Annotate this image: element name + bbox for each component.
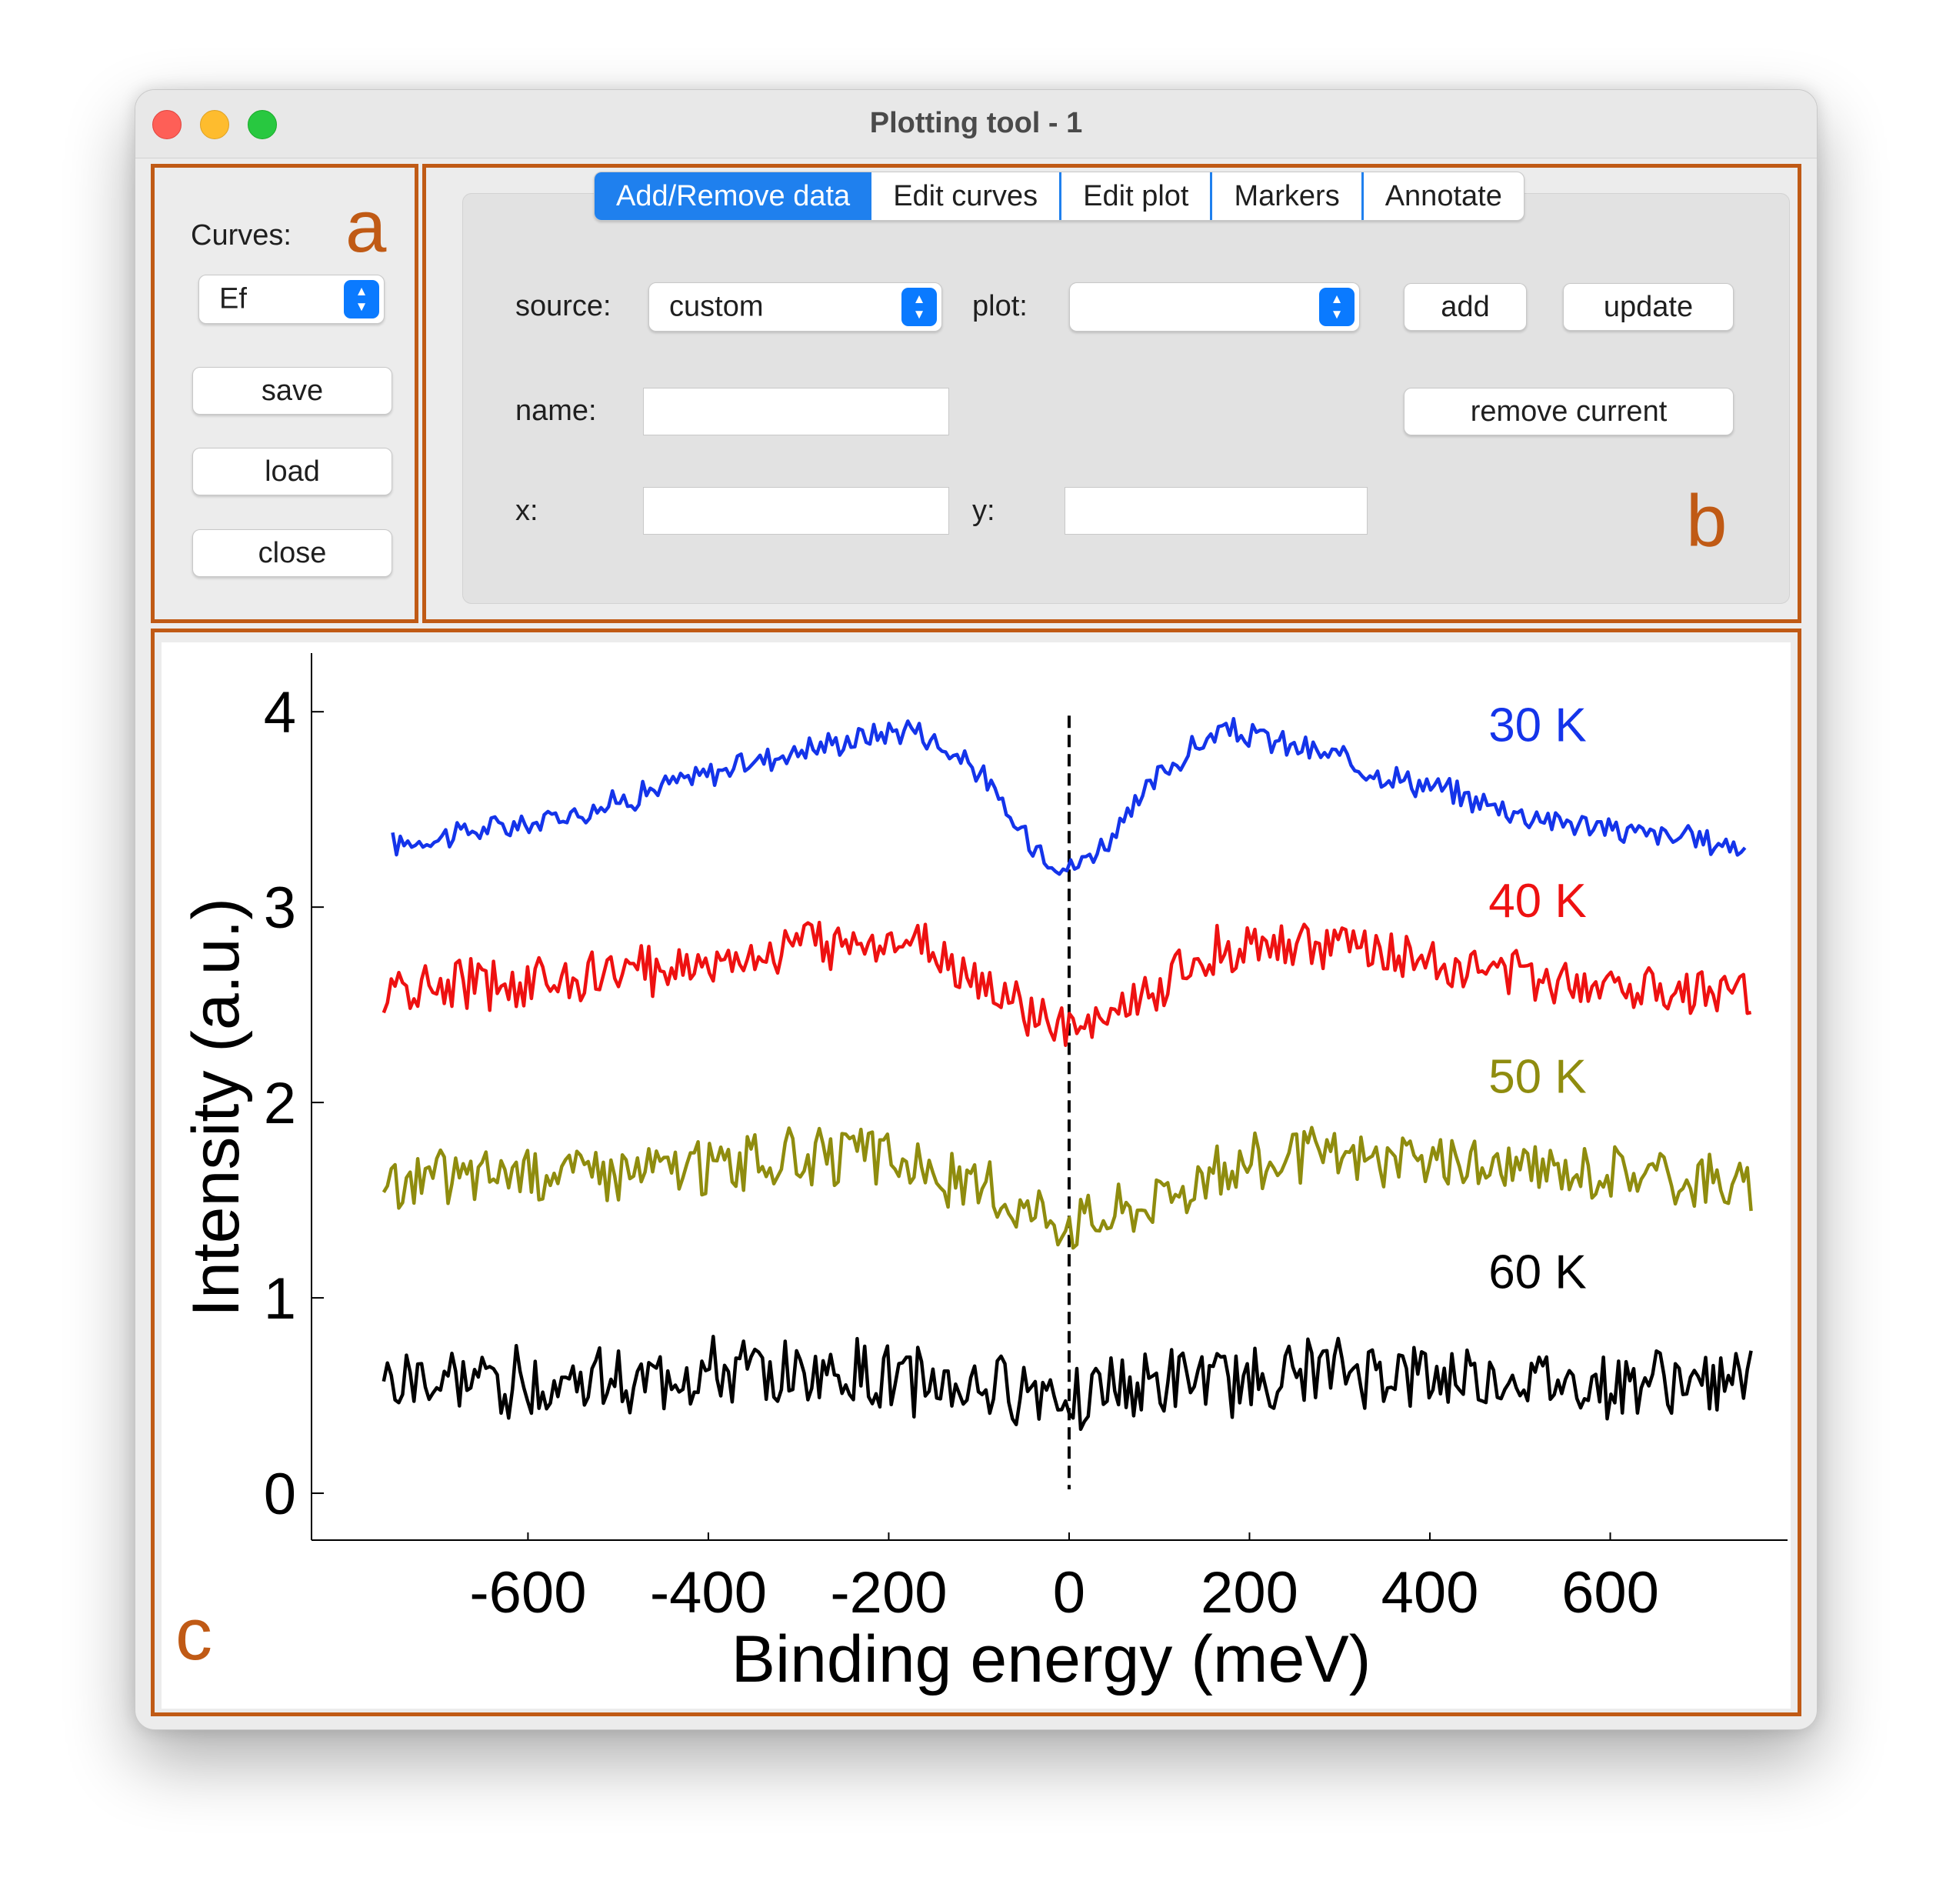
plot-select-chevron-icon: ▲ ▼ <box>1319 288 1355 326</box>
y-label: y: <box>972 495 995 527</box>
y-input[interactable] <box>1065 487 1368 535</box>
x-tick-label: 0 <box>1053 1560 1085 1626</box>
tab-edit-plot[interactable]: Edit plot <box>1061 172 1213 220</box>
y-tick-label: 1 <box>264 1266 296 1332</box>
title-bar: Plotting tool - 1 <box>135 90 1817 158</box>
chart-series-layer <box>382 716 1753 1432</box>
plot-select[interactable]: ▲ ▼ <box>1069 282 1360 332</box>
series-line-60k <box>382 1335 1753 1432</box>
close-button[interactable]: close <box>192 529 392 577</box>
zoom-window-button[interactable] <box>248 110 277 139</box>
window-title: Plotting tool - 1 <box>869 107 1083 139</box>
plot-label: plot: <box>972 290 1028 322</box>
name-input[interactable] <box>643 388 949 435</box>
series-line-40k <box>382 920 1752 1047</box>
source-select[interactable]: custom ▲ ▼ <box>648 282 942 332</box>
x-tick-label: -600 <box>469 1560 586 1626</box>
curves-label: Curves: <box>191 219 292 252</box>
y-axis-label: Intensity (a.u.) <box>179 898 253 1317</box>
update-button[interactable]: update <box>1563 283 1734 331</box>
x-tick-label: 400 <box>1381 1560 1479 1626</box>
series-annotation: 50 K <box>1488 1050 1587 1103</box>
y-tick-label: 2 <box>264 1071 296 1136</box>
x-tick-label: -400 <box>650 1560 767 1626</box>
x-tick-label: 200 <box>1201 1560 1298 1626</box>
x-tick-label: -200 <box>830 1560 947 1626</box>
spectra-chart: 0 1 2 3 4 -600 -400 -200 0 200 400 600 Binding energ… <box>179 653 1788 1696</box>
chart-labels-layer: 30 K 40 K 50 K 60 K <box>1488 699 1587 1299</box>
close-window-button[interactable] <box>152 110 182 139</box>
x-label: x: <box>515 495 538 527</box>
panel-c-outline <box>151 629 1801 1716</box>
tab-add-remove-data[interactable]: Add/Remove data <box>595 172 872 220</box>
tab-bar: Add/Remove data Edit curves Edit plot Ma… <box>594 172 1524 221</box>
save-button[interactable]: save <box>192 367 392 415</box>
curves-select[interactable]: Ef ▲ ▼ <box>198 275 385 324</box>
x-input[interactable] <box>643 487 949 535</box>
curves-select-chevron-icon: ▲ ▼ <box>344 280 379 318</box>
tab-annotate[interactable]: Annotate <box>1385 180 1502 212</box>
series-annotation: 40 K <box>1488 875 1587 928</box>
series-annotation: 60 K <box>1488 1245 1587 1299</box>
series-line-30k <box>391 716 1747 876</box>
source-select-value: custom <box>669 290 764 323</box>
add-button[interactable]: add <box>1404 283 1527 331</box>
load-button[interactable]: load <box>192 448 392 495</box>
source-label: source: <box>515 290 611 322</box>
x-tick-label: 600 <box>1561 1560 1659 1626</box>
panel-a-letter: a <box>345 185 387 268</box>
chart-axes: 0 1 2 3 4 -600 -400 -200 0 200 400 600 Binding energ… <box>179 653 1788 1696</box>
y-tick-label: 0 <box>264 1462 296 1527</box>
tab-markers[interactable]: Markers <box>1212 172 1364 220</box>
plot-area: 0 1 2 3 4 -600 -400 -200 0 200 400 600 Binding energ… <box>162 642 1791 1709</box>
plotting-tool-window: Plotting tool - 1 a Curves: Ef ▲ ▼ save l… <box>135 89 1818 1730</box>
panel-b-letter: b <box>1686 480 1728 562</box>
y-tick-label: 3 <box>264 875 296 941</box>
remove-current-button[interactable]: remove current <box>1404 388 1734 435</box>
panel-c-letter: c <box>175 1593 212 1676</box>
name-label: name: <box>515 395 597 427</box>
series-line-50k <box>382 1125 1753 1250</box>
series-annotation: 30 K <box>1488 699 1587 752</box>
panel-b-outline <box>422 164 1801 623</box>
curves-select-value: Ef <box>219 282 247 315</box>
tab-edit-curves[interactable]: Edit curves <box>871 172 1062 220</box>
x-axis-label: Binding energy (meV) <box>731 1622 1371 1696</box>
y-tick-label: 4 <box>264 680 296 745</box>
minimize-window-button[interactable] <box>200 110 229 139</box>
panel-a-outline <box>151 164 418 623</box>
source-select-chevron-icon: ▲ ▼ <box>901 288 937 326</box>
